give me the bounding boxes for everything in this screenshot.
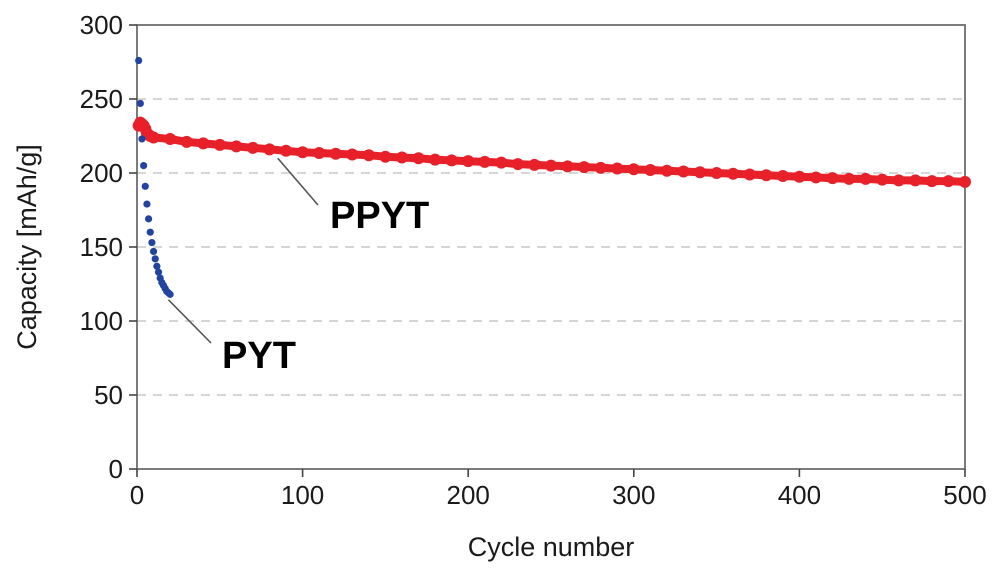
pyt-point (140, 162, 148, 170)
ppyt-series-label: PPYT (330, 195, 429, 237)
ppyt-point (329, 147, 342, 160)
y-tick-label: 200 (80, 158, 123, 188)
ppyt-point (909, 174, 922, 187)
ppyt-point (197, 137, 210, 150)
ppyt-point (379, 150, 392, 163)
ppyt-point (263, 143, 276, 156)
ppyt-point (578, 161, 591, 174)
x-tick-label: 100 (281, 480, 324, 510)
ppyt-point (313, 147, 326, 160)
plot-frame (136, 24, 966, 470)
ppyt-point (826, 172, 839, 185)
pyt-point (149, 247, 158, 256)
x-tick-label: 0 (130, 480, 144, 510)
x-tick-label: 400 (778, 480, 821, 510)
ppyt-point (925, 175, 938, 188)
pyt-point (141, 182, 149, 190)
axis-ticks: 0 50 100 150 200 250 300 0 100 200 300 400 500 (80, 10, 987, 510)
ppyt-point (528, 158, 541, 171)
ppyt-point (395, 151, 408, 164)
ppyt-point (213, 138, 226, 151)
ppyt-point (296, 146, 309, 159)
ppyt-point (660, 164, 673, 177)
ppyt-point (462, 155, 475, 168)
ppyt-point (892, 174, 905, 187)
ppyt-point (180, 135, 193, 148)
ppyt-point (412, 152, 425, 165)
y-tick-label: 250 (80, 84, 123, 114)
ppyt-point (147, 131, 160, 144)
pyt-point (146, 228, 154, 236)
pyt-leader-line (167, 299, 212, 344)
ppyt-point (561, 160, 574, 173)
pyt-point (151, 255, 159, 263)
ppyt-point (809, 171, 822, 184)
y-tick-label: 100 (80, 306, 123, 336)
y-tick-label: 300 (80, 10, 123, 40)
ppyt-point (959, 175, 971, 188)
ppyt-point (230, 140, 243, 153)
series-annotations: PPYT PYT (167, 157, 429, 377)
x-tick-label: 200 (447, 480, 490, 510)
pyt-series-label: PYT (222, 335, 296, 377)
ppyt-point (793, 170, 806, 183)
ppyt-point (677, 165, 690, 178)
ppyt-point (942, 175, 955, 188)
ppyt-point (429, 153, 442, 166)
ppyt-point (246, 141, 259, 154)
ppyt-point (445, 154, 458, 167)
y-tick-label: 50 (94, 380, 123, 410)
ppyt-point (743, 168, 756, 181)
ppyt-point (495, 156, 508, 169)
ppyt-point (843, 172, 856, 185)
ppyt-point (478, 155, 491, 168)
ppyt-point (776, 169, 789, 182)
pyt-point (138, 135, 146, 143)
ppyt-point (164, 132, 177, 145)
ppyt-point (362, 149, 375, 162)
y-tick-label: 0 (109, 454, 123, 484)
ppyt-leader-line (277, 157, 319, 206)
y-axis-title: Capacity [mAh/g] (12, 144, 42, 350)
ppyt-point (627, 163, 640, 176)
pyt-point (135, 56, 143, 65)
ppyt-point (644, 164, 657, 177)
ppyt-point (611, 162, 624, 175)
pyt-point (144, 215, 153, 223)
ppyt-point (511, 158, 524, 171)
pyt-point (166, 290, 174, 298)
pyt-point (154, 268, 163, 276)
ppyt-point (876, 173, 889, 186)
data-series (132, 56, 971, 298)
pyt-point (143, 200, 151, 208)
ppyt-point (545, 159, 557, 172)
pyt-point (148, 238, 156, 247)
ppyt-point (727, 167, 740, 180)
ppyt-point (859, 172, 872, 185)
ppyt-point (694, 166, 707, 179)
pyt-point (153, 262, 161, 270)
ppyt-point (760, 169, 773, 182)
x-axis-title: Cycle number (468, 532, 635, 562)
x-tick-label: 300 (612, 480, 655, 510)
ppyt-point (594, 161, 607, 174)
ppyt-point (710, 167, 723, 179)
x-tick-label: 500 (943, 480, 986, 510)
pyt-point (136, 99, 144, 108)
y-tick-label: 150 (80, 232, 123, 262)
ppyt-point (280, 144, 293, 157)
ppyt-point (346, 148, 359, 161)
grid-lines (137, 98, 965, 396)
